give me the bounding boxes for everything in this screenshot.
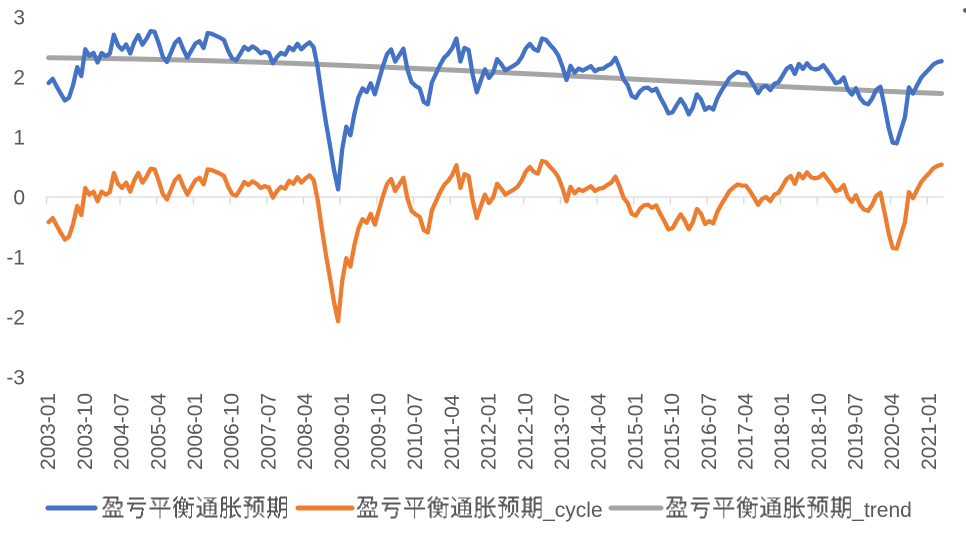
svg-text:2012-10: 2012-10: [514, 393, 537, 470]
svg-text:2013-07: 2013-07: [551, 393, 574, 470]
svg-text:1: 1: [13, 126, 25, 149]
svg-text:2018-01: 2018-01: [771, 393, 794, 470]
svg-text:2009-10: 2009-10: [368, 393, 391, 470]
svg-text:2014-04: 2014-04: [588, 393, 611, 470]
svg-text:_cycle: _cycle: [542, 499, 603, 522]
svg-text:-1: -1: [6, 246, 25, 269]
svg-text:2003-01: 2003-01: [37, 393, 60, 470]
svg-text:2011-04: 2011-04: [441, 394, 464, 470]
svg-text:2016-07: 2016-07: [698, 393, 721, 470]
svg-text:2021-01: 2021-01: [918, 393, 941, 470]
svg-text:2012-01: 2012-01: [478, 393, 501, 470]
svg-text:-3: -3: [6, 366, 25, 389]
svg-text:2006-01: 2006-01: [184, 393, 207, 470]
svg-text:2018-10: 2018-10: [808, 393, 831, 470]
svg-text:2007-07: 2007-07: [257, 393, 280, 470]
svg-text:0: 0: [13, 186, 25, 209]
svg-text:2015-01: 2015-01: [624, 393, 647, 470]
svg-text:2009-01: 2009-01: [331, 393, 354, 470]
svg-text:2006-10: 2006-10: [221, 393, 244, 470]
svg-text:2005-04: 2005-04: [147, 393, 170, 470]
svg-text:_trend: _trend: [851, 499, 912, 522]
svg-text:3: 3: [13, 6, 25, 29]
svg-text:2008-04: 2008-04: [294, 393, 317, 470]
svg-text:2004-07: 2004-07: [111, 393, 134, 470]
svg-text:2017-04: 2017-04: [735, 393, 758, 470]
svg-text:2003-10: 2003-10: [74, 393, 97, 470]
svg-text:2010-07: 2010-07: [404, 393, 427, 470]
svg-text:2020-04: 2020-04: [881, 393, 904, 470]
svg-text:2019-07: 2019-07: [845, 393, 868, 470]
svg-text:2: 2: [13, 66, 25, 89]
svg-text:2015-10: 2015-10: [661, 393, 684, 470]
svg-text:-2: -2: [6, 306, 25, 329]
